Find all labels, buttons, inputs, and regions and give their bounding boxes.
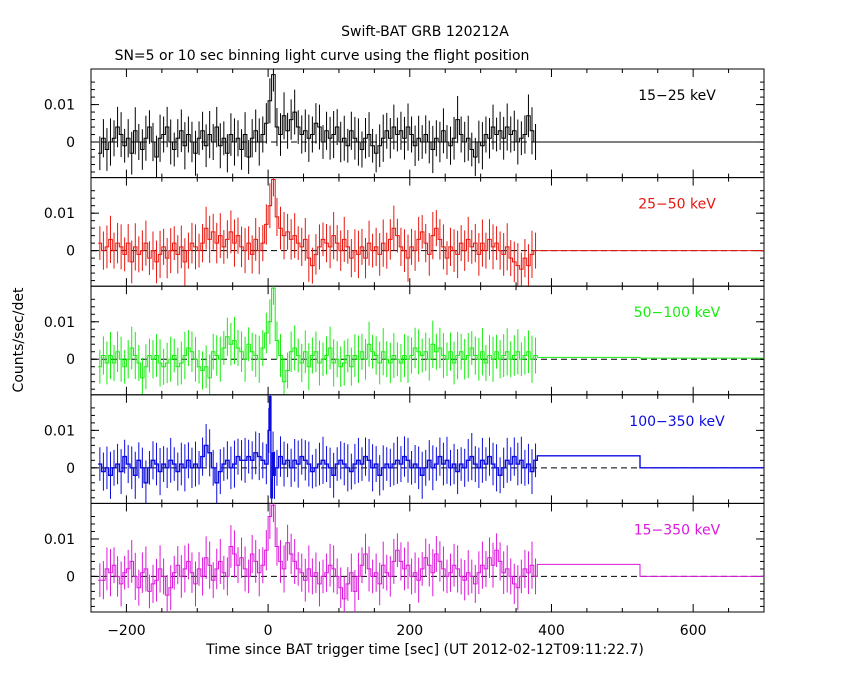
x-tick-label: −200: [107, 623, 145, 639]
x-tick-label: 0: [264, 623, 273, 639]
series-2: [98, 286, 764, 395]
y-tick-label: 0: [66, 352, 75, 368]
y-tick-label: 0.01: [44, 315, 75, 331]
x-axis-label: Time since BAT trigger time [sec] (UT 20…: [205, 642, 644, 658]
y-tick-label: 0: [66, 135, 75, 151]
y-tick-label: 0.01: [44, 98, 75, 114]
light-curve-line: [98, 504, 764, 600]
y-tick-label: 0.01: [44, 532, 75, 548]
y-tick-label: 0: [66, 461, 75, 477]
energy-band-label: 25−50 keV: [638, 197, 716, 213]
series-1: [98, 177, 764, 287]
light-curve-line: [98, 396, 764, 499]
panel-frame: [90, 502, 765, 613]
series-0: [98, 69, 764, 178]
y-tick-label: 0: [66, 569, 75, 585]
energy-band-label: 50−100 keV: [634, 305, 721, 321]
x-tick-label: 400: [538, 623, 565, 639]
x-tick-label: 600: [680, 623, 707, 639]
energy-band-label: 100−350 keV: [629, 414, 725, 430]
y-tick-label: 0.01: [44, 423, 75, 439]
series-4: [98, 503, 764, 612]
panel: 0 0.01 50−100 keV: [44, 285, 765, 396]
energy-band-label: 15−25 keV: [638, 88, 716, 104]
panel: 0 0.01 15−350 keV: [44, 502, 765, 613]
panel-stack: 0 0.01 15−25 keV 0 0.01 25−50 keV 0 0.01 50−100 …: [44, 68, 765, 639]
panel: 0 0.01 15−25 keV: [44, 68, 765, 179]
panel: 0 0.01 100−350 keV: [44, 394, 765, 504]
series-3: [98, 394, 764, 504]
x-tick-label: 200: [396, 623, 423, 639]
chart-title: Swift-BAT GRB 120212A: [341, 24, 509, 40]
y-axis-label: Counts/sec/det: [11, 287, 27, 392]
light-curve-line: [98, 287, 764, 383]
light-curve-line: [98, 74, 764, 158]
chart-subtitle: SN=5 or 10 sec binning light curve using…: [115, 48, 530, 64]
light-curve-line: [98, 179, 764, 270]
y-tick-label: 0: [66, 244, 75, 260]
y-tick-label: 0.01: [44, 206, 75, 222]
energy-band-label: 15−350 keV: [634, 522, 721, 538]
